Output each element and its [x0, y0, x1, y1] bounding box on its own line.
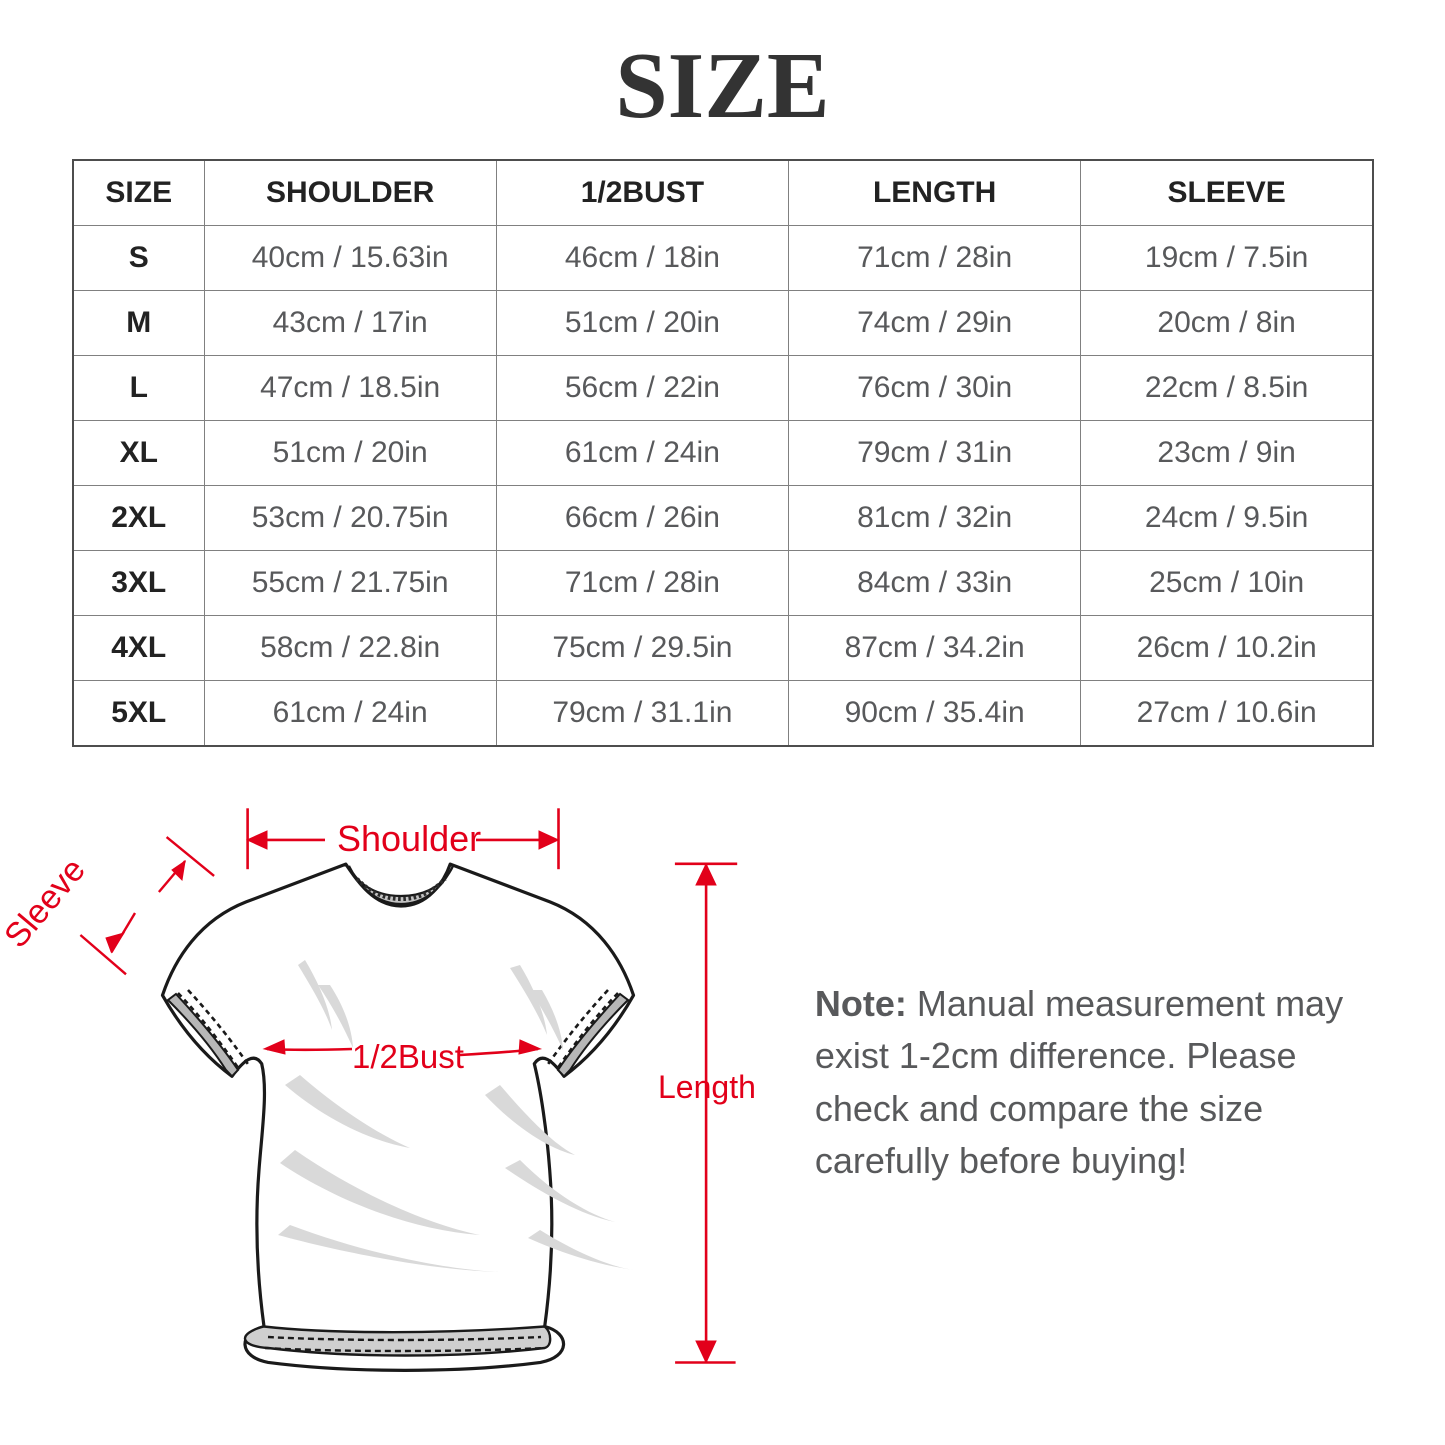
svg-text:Length: Length	[658, 1069, 756, 1105]
svg-text:Shoulder: Shoulder	[337, 818, 481, 859]
svg-text:1/2Bust: 1/2Bust	[352, 1038, 464, 1075]
svg-text:Sleeve: Sleeve	[0, 851, 93, 955]
